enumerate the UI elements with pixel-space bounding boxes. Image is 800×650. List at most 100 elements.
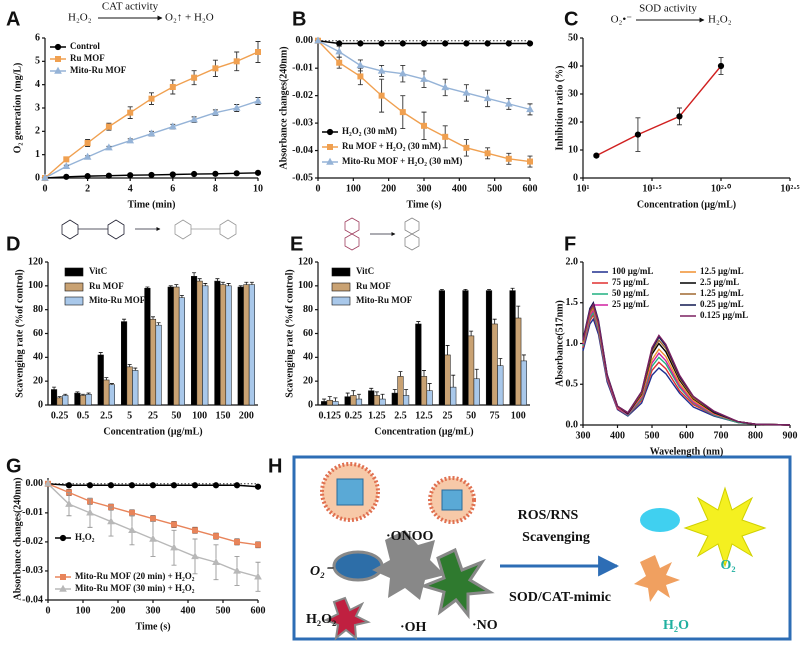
bar (173, 286, 180, 406)
error-bar (98, 352, 103, 355)
y-tick-label: 20 (303, 375, 313, 386)
legend-label: 12.5 μg/mL (700, 266, 744, 276)
data-point (169, 84, 176, 90)
error-bar (122, 318, 127, 322)
bar (450, 386, 457, 406)
y-axis-label: Scavenging rate (%of control) (14, 269, 25, 397)
panel-label: A (6, 8, 20, 30)
data-point (378, 40, 385, 47)
star (419, 547, 495, 620)
data-point (191, 74, 198, 81)
data-point (169, 171, 176, 178)
x-tick-label: 75 (490, 410, 500, 421)
data-point (254, 169, 262, 176)
x-tick-label: 50 (171, 410, 181, 421)
legend-label: Mito-Ru MOF (356, 295, 413, 305)
error-bar (156, 322, 161, 326)
data-point (463, 40, 470, 47)
data-point (484, 40, 491, 47)
data-point (398, 69, 407, 77)
annotation: CAT activity (102, 1, 159, 13)
data-point (335, 47, 344, 55)
error-bar (145, 286, 150, 289)
y-tick-label: 0 (573, 172, 578, 183)
x-tick-label: 200 (239, 410, 254, 421)
x-axis-label: Concentration (μg/mL) (374, 426, 473, 437)
x-tick-label: 500 (487, 183, 502, 194)
bar (225, 285, 232, 406)
y-tick-label: 80 (303, 304, 313, 315)
panel-label: H (268, 455, 282, 477)
y-tick-label: 1.0 (566, 338, 579, 349)
legend-label: 75 μg/mL (612, 277, 649, 287)
data-point (527, 158, 533, 165)
x-tick-label: 300 (576, 430, 591, 441)
x-axis-label: Concentration (μg/mL) (637, 199, 736, 210)
annotation: H₂O₂ (68, 12, 92, 24)
legend-label: 100 μg/mL (612, 266, 653, 276)
bar (321, 401, 328, 406)
x-tick-label: 10²·⁵ (780, 183, 799, 194)
legend-swatch (64, 296, 84, 306)
annotation: O₂↑ + H₂O (165, 12, 214, 24)
x-tick-label: 400 (452, 183, 467, 194)
bar (243, 284, 250, 406)
data-point (148, 171, 155, 179)
y-tick-label: 120 (28, 256, 43, 267)
error-bar (356, 393, 361, 400)
x-tick-label: 300 (146, 605, 161, 616)
error-bar (104, 377, 109, 380)
bar (178, 297, 185, 406)
legend-label: 25 μg/mL (612, 299, 649, 309)
label: Scavenging (522, 530, 590, 545)
series-line (582, 303, 791, 426)
data-point (86, 508, 94, 516)
data-point (483, 94, 492, 102)
panel-label: G (6, 455, 22, 477)
error-bar (380, 393, 385, 400)
data-point (232, 103, 241, 111)
legend-swatch (331, 282, 351, 292)
legend-marker (326, 128, 334, 136)
bar (196, 280, 203, 406)
bar (74, 392, 81, 406)
y-tick-label: 20 (33, 375, 43, 386)
data-point (442, 40, 449, 47)
error-bar (127, 364, 132, 367)
y-tick-label: -0.03 (292, 117, 313, 128)
error-bar (75, 391, 80, 394)
bar (520, 360, 527, 406)
data-point (171, 521, 177, 528)
x-tick-label: 2 (85, 183, 90, 194)
data-point (399, 40, 406, 47)
x-tick-label: 10¹·⁵ (642, 183, 661, 194)
y-tick-label: 0.00 (296, 35, 314, 46)
data-point (126, 136, 135, 144)
diagram-h: H ·ONOO O₂⁻ H₂O₂ ·OH ·NO ROS/RNS Scaveng… (268, 455, 792, 641)
x-tick-label: 0 (43, 183, 48, 194)
legend-swatch (64, 282, 84, 292)
data-point (212, 65, 219, 72)
x-tick-label: 200 (111, 605, 126, 616)
data-point (190, 115, 198, 123)
x-tick-label: 0 (316, 183, 321, 194)
legend-label: Ru MOF + H₂O₂ (30 mM) (342, 141, 441, 151)
label: O₂ (720, 558, 735, 573)
data-point (148, 95, 155, 102)
data-point (168, 122, 177, 130)
y-tick-label: -0.03 (22, 565, 43, 576)
y-tick-label: -0.05 (292, 172, 313, 183)
panel-label: F (564, 233, 576, 255)
data-point (105, 123, 112, 130)
y-axis-label: Inhibition ratio (%) (554, 65, 565, 150)
error-bar (510, 287, 515, 291)
y-tick-label: -0.01 (22, 507, 43, 518)
legend-label: Mito-Ru MOF (20 min) + H₂O₂ (75, 571, 195, 581)
bar (202, 285, 209, 406)
x-tick-label: 0.125 (319, 410, 342, 421)
error-bar (374, 391, 379, 396)
bar (149, 318, 157, 406)
bar (344, 396, 351, 406)
bar (368, 390, 375, 406)
x-tick-label: 600 (679, 430, 694, 441)
